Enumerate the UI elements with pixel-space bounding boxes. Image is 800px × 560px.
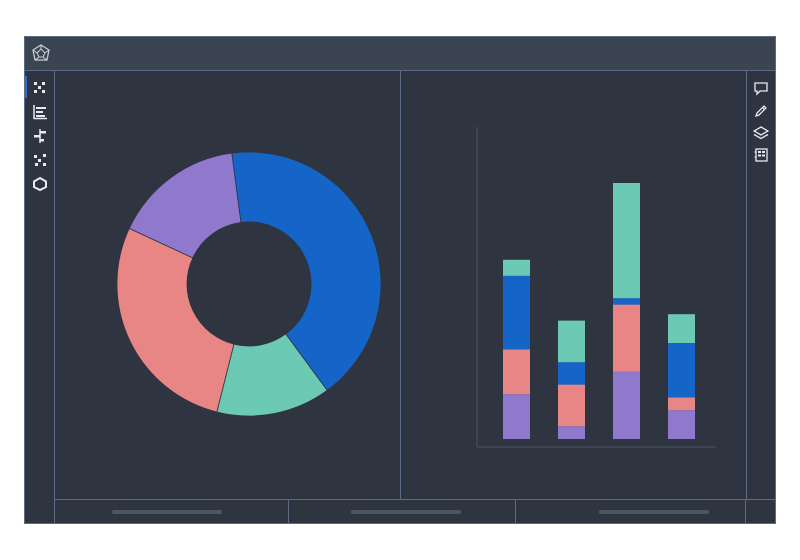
bottom-tab-2-label — [351, 510, 461, 514]
active-tool-indicator — [25, 76, 27, 98]
bar-2-segment-4 — [558, 320, 585, 363]
corner-cell — [745, 499, 775, 523]
bottom-tab-3[interactable] — [515, 500, 745, 523]
comment-icon[interactable] — [753, 80, 769, 96]
layers-icon[interactable] — [753, 125, 769, 141]
bar-1-segment-2 — [503, 349, 530, 395]
bar-1-segment-1 — [503, 394, 530, 439]
donut-slice-4 — [128, 152, 242, 259]
bottom-tab-1[interactable] — [55, 500, 288, 523]
donut-slice-1 — [231, 151, 382, 391]
diverging-bars-icon[interactable] — [32, 128, 48, 144]
bar-2-segment-2 — [558, 384, 585, 427]
bar-3-segment-4 — [613, 183, 640, 299]
stacked-bar-chart-panel — [401, 71, 746, 499]
bar-chart-icon[interactable] — [32, 104, 48, 120]
donut-chart — [116, 151, 382, 417]
bar-3-segment-2 — [613, 304, 640, 372]
bottom-tab-2[interactable] — [288, 500, 515, 523]
cycle-icon[interactable] — [32, 176, 48, 192]
bar-4-segment-1 — [668, 410, 695, 439]
bar-2-segment-3 — [558, 362, 585, 385]
bar-3-segment-1 — [613, 371, 640, 439]
bottom-tab-1-label — [112, 510, 222, 514]
scatter-icon[interactable] — [32, 152, 48, 168]
app-window — [24, 36, 776, 524]
pencil-icon[interactable] — [753, 103, 769, 119]
bar-2-segment-1 — [558, 426, 585, 439]
donut-slice-3 — [116, 227, 235, 413]
donut-chart-panel — [55, 71, 401, 499]
stacked-bar-chart — [476, 127, 716, 448]
bar-1-segment-4 — [503, 259, 530, 276]
bar-4-segment-4 — [668, 314, 695, 343]
bottom-tab-bar — [55, 499, 775, 523]
polyhedron-logo-icon[interactable] — [31, 44, 51, 64]
bar-1-segment-3 — [503, 275, 530, 350]
right-toolbar — [746, 71, 775, 499]
left-toolbar — [25, 71, 55, 523]
bar-3-segment-3 — [613, 298, 640, 305]
bottom-tab-3-label — [599, 510, 709, 514]
notebook-icon[interactable] — [753, 147, 769, 163]
bar-4-segment-3 — [668, 343, 695, 398]
grid-icon[interactable] — [32, 80, 48, 96]
title-bar — [25, 37, 775, 71]
bar-4-segment-2 — [668, 397, 695, 411]
